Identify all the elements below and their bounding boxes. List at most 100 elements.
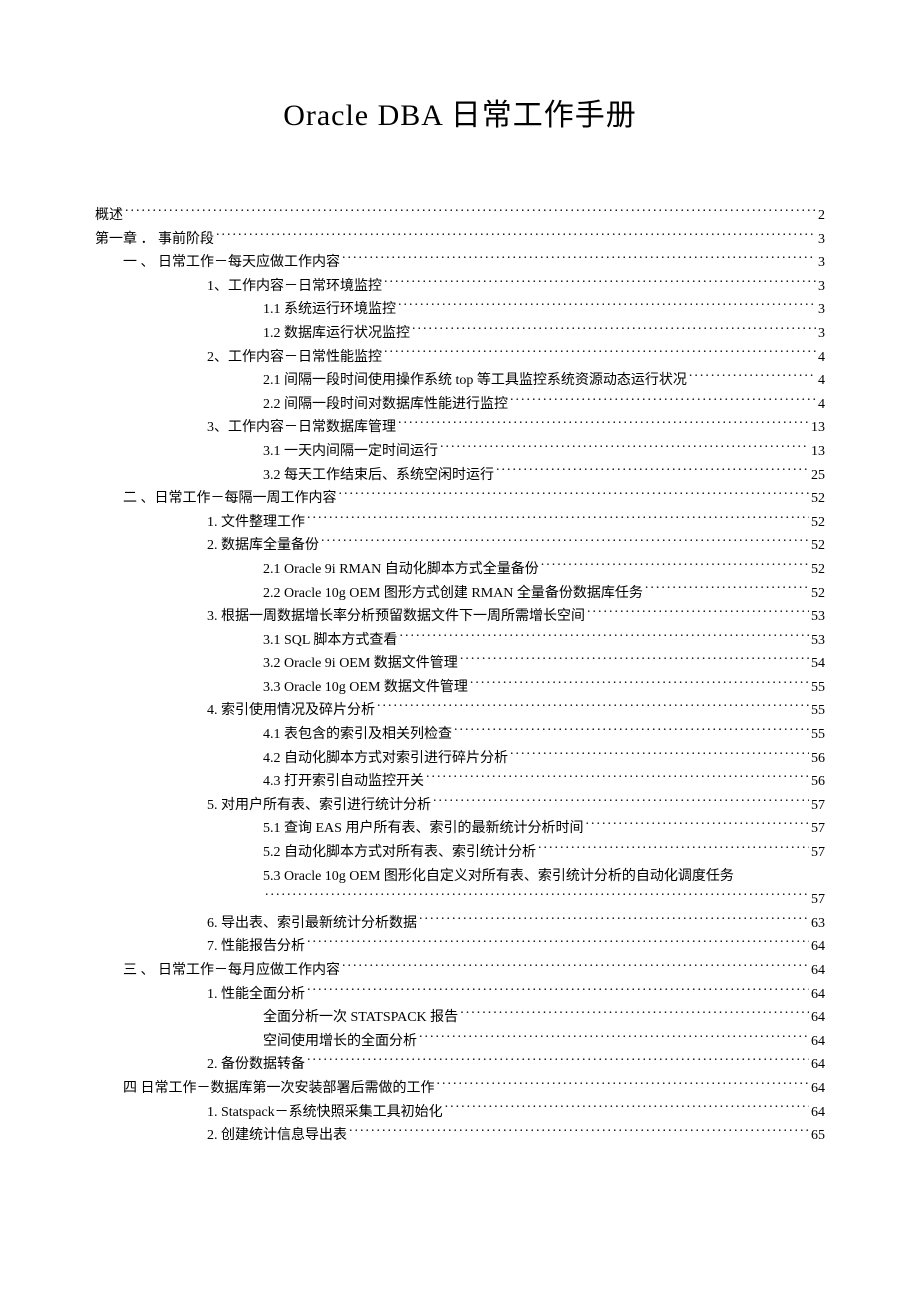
toc-label: 3.1 一天内间隔一定时间运行: [263, 440, 438, 463]
toc-leader-dots: [399, 630, 809, 644]
toc-entry[interactable]: 4.3 打开索引自动监控开关56: [95, 770, 825, 793]
toc-entry[interactable]: 4. 索引使用情况及碎片分析55: [95, 699, 825, 722]
toc-label: 3.3 Oracle 10g OEM 数据文件管理: [263, 676, 468, 699]
toc-label: 1.1 系统运行环境监控: [263, 298, 396, 321]
toc-label: 2.2 Oracle 10g OEM 图形方式创建 RMAN 全量备份数据库任务: [263, 582, 643, 605]
toc-entry[interactable]: 四 日常工作－数据库第一次安装部署后需做的工作64: [95, 1077, 825, 1100]
toc-entry[interactable]: 3.1 SQL 脚本方式查看53: [95, 629, 825, 652]
toc-entry[interactable]: 5.2 自动化脚本方式对所有表、索引统计分析57: [95, 841, 825, 864]
toc-entry[interactable]: 3、工作内容－日常数据库管理13: [95, 416, 825, 439]
toc-page-number: 52: [811, 582, 825, 605]
toc-entry[interactable]: 一 、 日常工作－每天应做工作内容 3: [95, 251, 825, 274]
toc-leader-dots: [426, 771, 809, 785]
toc-page-number: 2: [818, 204, 825, 227]
toc-entry[interactable]: 全面分析一次 STATSPACK 报告 64: [95, 1006, 825, 1029]
toc-entry[interactable]: 4.1 表包含的索引及相关列检查 55: [95, 723, 825, 746]
toc-leader-dots: [510, 748, 809, 762]
toc-entry[interactable]: 3. 根据一周数据增长率分析预留数据文件下一周所需增长空间53: [95, 605, 825, 628]
toc-label: 7. 性能报告分析: [207, 935, 305, 958]
toc-leader-dots: [510, 394, 816, 408]
toc-page-number: 3: [818, 275, 825, 298]
toc-leader-dots: [384, 347, 816, 361]
toc-entry[interactable]: 第一章 ． 事前阶段3: [95, 228, 825, 251]
toc-leader-dots: [307, 984, 809, 998]
toc-entry[interactable]: 1. Statspack－系统快照采集工具初始化64: [95, 1101, 825, 1124]
toc-leader-dots: [437, 1078, 810, 1092]
toc-page-number: 54: [811, 652, 825, 675]
toc-leader-dots: [645, 583, 809, 597]
toc-label: 一 、 日常工作－每天应做工作内容: [123, 251, 340, 274]
toc-entry[interactable]: 2.1 间隔一段时间使用操作系统 top 等工具监控系统资源动态运行状况4: [95, 369, 825, 392]
toc-label: 4.2 自动化脚本方式对索引进行碎片分析: [263, 747, 508, 770]
toc-page-number: 64: [811, 1006, 825, 1029]
toc-leader-dots: [398, 417, 809, 431]
toc-label: 全面分析一次 STATSPACK 报告: [263, 1006, 458, 1029]
toc-entry[interactable]: 2. 创建统计信息导出表65: [95, 1124, 825, 1147]
toc-page-number: 64: [811, 1053, 825, 1076]
toc-page-number: 57: [811, 888, 825, 911]
toc-page-number: 64: [811, 959, 825, 982]
toc-leader-dots: [454, 724, 809, 738]
toc-entry[interactable]: 3.1 一天内间隔一定时间运行 13: [95, 440, 825, 463]
toc-entry[interactable]: 2. 数据库全量备份52: [95, 534, 825, 557]
toc-label: 第一章 ． 事前阶段: [95, 228, 214, 251]
toc-leader-dots: [342, 960, 809, 974]
toc-leader-dots: [541, 559, 809, 573]
toc-leader-dots: [321, 535, 809, 549]
toc-leader-dots: [398, 299, 816, 313]
document-title: Oracle DBA 日常工作手册: [95, 90, 825, 134]
toc-entry[interactable]: 1. 性能全面分析64: [95, 983, 825, 1006]
toc-entry[interactable]: 空间使用增长的全面分析64: [95, 1030, 825, 1053]
toc-entry[interactable]: 3.2 Oracle 9i OEM 数据文件管理54: [95, 652, 825, 675]
toc-leader-dots: [377, 700, 809, 714]
toc-page-number: 55: [811, 723, 825, 746]
toc-label: 2.1 Oracle 9i RMAN 自动化脚本方式全量备份: [263, 558, 539, 581]
toc-leader-dots: [339, 488, 810, 502]
toc-entry[interactable]: 2.1 Oracle 9i RMAN 自动化脚本方式全量备份52: [95, 558, 825, 581]
toc-leader-dots: [419, 1031, 809, 1045]
toc-page-number: 4: [818, 369, 825, 392]
toc-page-number: 4: [818, 346, 825, 369]
toc-leader-dots: [587, 606, 809, 620]
toc-label: 4.1 表包含的索引及相关列检查: [263, 723, 452, 746]
toc-entry[interactable]: 2. 备份数据转备64: [95, 1053, 825, 1076]
toc-page-number: 64: [811, 1030, 825, 1053]
toc-page-number: 52: [811, 534, 825, 557]
toc-label: 1.2 数据库运行状况监控: [263, 322, 410, 345]
toc-leader-dots: [538, 842, 809, 856]
toc-entry[interactable]: 2.2 Oracle 10g OEM 图形方式创建 RMAN 全量备份数据库任务…: [95, 582, 825, 605]
table-of-contents: 概述2第一章 ． 事前阶段3一 、 日常工作－每天应做工作内容31、工作内容－日…: [95, 204, 825, 1147]
toc-page-number: 13: [811, 416, 825, 439]
toc-page-number: 64: [811, 935, 825, 958]
toc-entry[interactable]: 3.2 每天工作结束后、系统空闲时运行25: [95, 464, 825, 487]
toc-entry[interactable]: 7. 性能报告分析 64: [95, 935, 825, 958]
toc-entry[interactable]: 概述2: [95, 204, 825, 227]
toc-page-number: 57: [811, 794, 825, 817]
toc-page-number: 3: [818, 251, 825, 274]
toc-entry[interactable]: 1、工作内容－日常环境监控3: [95, 275, 825, 298]
toc-entry[interactable]: 2、工作内容－日常性能监控4: [95, 346, 825, 369]
toc-entry[interactable]: 2.2 间隔一段时间对数据库性能进行监控4: [95, 393, 825, 416]
toc-leader-dots: [445, 1102, 809, 1116]
toc-entry[interactable]: 4.2 自动化脚本方式对索引进行碎片分析56: [95, 747, 825, 770]
toc-entry-continuation: 57: [95, 888, 825, 911]
toc-leader-dots: [265, 889, 809, 903]
toc-leader-dots: [419, 913, 809, 927]
toc-page-number: 13: [811, 440, 825, 463]
toc-entry[interactable]: 三 、 日常工作－每月应做工作内容64: [95, 959, 825, 982]
toc-entry[interactable]: 1. 文件整理工作52: [95, 511, 825, 534]
toc-entry[interactable]: 5.1 查询 EAS 用户所有表、索引的最新统计分析时间57: [95, 817, 825, 840]
toc-label: 1. 文件整理工作: [207, 511, 305, 534]
toc-leader-dots: [496, 465, 809, 479]
toc-entry[interactable]: 二 、日常工作－每隔一周工作内容52: [95, 487, 825, 510]
toc-label: 4. 索引使用情况及碎片分析: [207, 699, 375, 722]
toc-entry[interactable]: 6. 导出表、索引最新统计分析数据63: [95, 912, 825, 935]
toc-entry[interactable]: 1.1 系统运行环境监控3: [95, 298, 825, 321]
toc-entry[interactable]: 3.3 Oracle 10g OEM 数据文件管理55: [95, 676, 825, 699]
toc-entry[interactable]: 5.3 Oracle 10g OEM 图形化自定义对所有表、索引统计分析的自动化…: [95, 865, 825, 888]
toc-page-number: 63: [811, 912, 825, 935]
toc-page-number: 53: [811, 605, 825, 628]
toc-entry[interactable]: 1.2 数据库运行状况监控3: [95, 322, 825, 345]
toc-entry[interactable]: 5. 对用户所有表、索引进行统计分析57: [95, 794, 825, 817]
toc-leader-dots: [307, 936, 809, 950]
